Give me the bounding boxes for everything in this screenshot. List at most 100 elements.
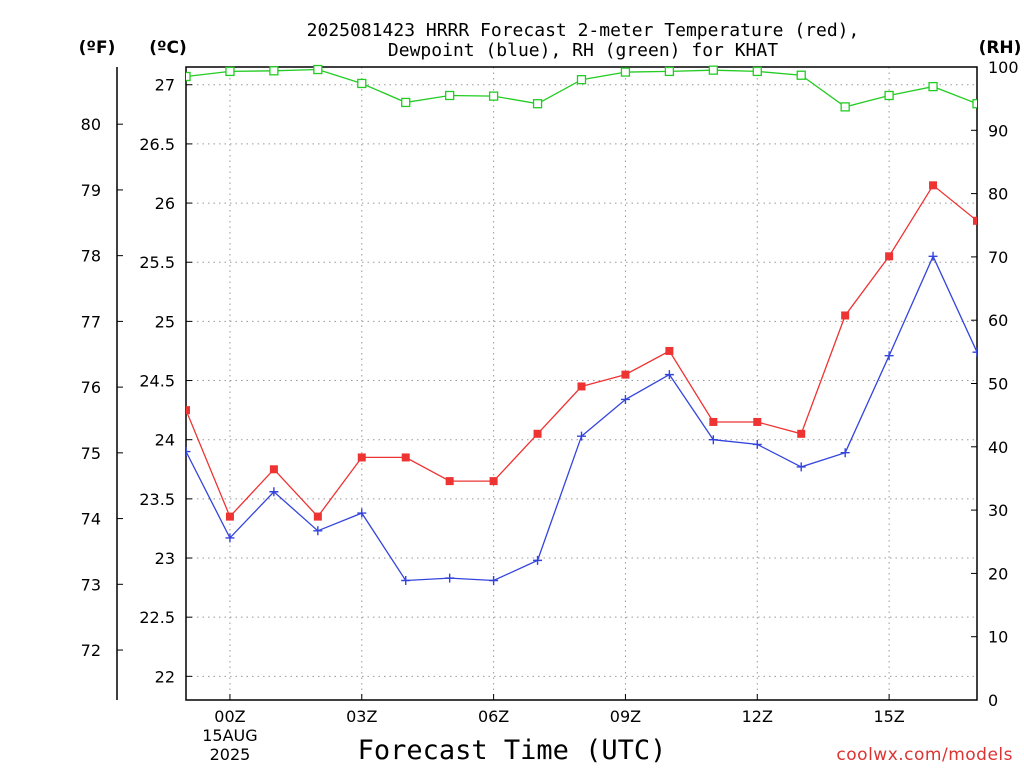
rh-tick-label: 30 (988, 501, 1008, 520)
rh-point (620, 67, 631, 77)
rh-point (488, 91, 499, 101)
rh-point (313, 64, 323, 75)
x-tick-label: 15Z (873, 707, 904, 726)
temperature-point (709, 417, 718, 426)
rh-tick-label: 70 (988, 248, 1008, 267)
x-tick-year-label: 2025 (210, 745, 251, 764)
rh-unit-label: (RH) (979, 38, 1022, 58)
rh-tick-label: 10 (988, 628, 1008, 647)
dewpoint-point (401, 575, 411, 585)
temperature-line (186, 184, 977, 518)
rh-point (664, 66, 675, 77)
temperature-point (797, 429, 806, 438)
x-tick-label: 09Z (610, 707, 641, 726)
dewpoint-point (620, 394, 630, 404)
dewpoint-point (533, 555, 543, 565)
temperature-point (445, 477, 454, 486)
temperature-point (357, 453, 366, 462)
rh-tick-label: 0 (988, 691, 998, 710)
dewpoint-point (269, 487, 279, 497)
rh-tick-label: 40 (988, 438, 1008, 457)
rh-point (928, 81, 938, 92)
temperature-point (533, 429, 542, 438)
temperature-point (401, 453, 410, 462)
celsius-tick-label: 23 (155, 549, 175, 568)
rh-point (401, 97, 411, 108)
dewpoint-point (186, 447, 191, 457)
dewpoint-point (577, 431, 586, 441)
celsius-tick-label: 24.5 (139, 372, 175, 391)
dewpoint-point (796, 462, 806, 472)
fahrenheit-tick-label: 78 (81, 247, 101, 266)
temperature-point (753, 417, 762, 426)
grid-lines (186, 67, 977, 700)
celsius-tick-label: 22.5 (139, 608, 175, 627)
celsius-tick-label: 26 (155, 194, 175, 213)
axes (116, 66, 978, 701)
rh-point (752, 66, 762, 77)
x-tick-label: 00Z (214, 707, 245, 726)
dewpoint-point (708, 435, 718, 445)
fahrenheit-tick-label: 76 (81, 378, 101, 397)
tick-labels: 22 22.5 23 23.5 24 24.5 25 25.5 26 26.5 27 72 73 74 75… (81, 58, 1019, 764)
dewpoint-point (225, 533, 235, 543)
rh-point (884, 90, 894, 101)
dewpoint-point (313, 526, 323, 536)
temperature-point (269, 465, 278, 474)
dewpoint-point (884, 351, 894, 361)
rh-tick-label: 60 (988, 311, 1008, 330)
rh-point (225, 66, 235, 77)
fahrenheit-tick-label: 75 (81, 444, 101, 463)
rh-tick-label: 20 (988, 564, 1008, 583)
celsius-tick-label: 22 (155, 667, 175, 686)
rh-point (840, 102, 850, 112)
series-group (186, 64, 977, 585)
rh-tick-label: 50 (988, 375, 1008, 394)
x-tick-label: 06Z (478, 707, 509, 726)
dewpoint-point (357, 508, 367, 518)
watermark: coolwx.com/models (836, 745, 1013, 765)
fahrenheit-tick-label: 73 (81, 575, 101, 594)
rh-tick-label: 80 (988, 185, 1008, 204)
fahrenheit-tick-label: 79 (81, 181, 101, 200)
temperature-point (313, 512, 322, 521)
x-tick-date-label: 15AUG (202, 726, 257, 745)
rh-point (708, 65, 718, 75)
dewpoint-point (752, 439, 762, 449)
fahrenheit-tick-label: 74 (81, 510, 101, 529)
rh-tick-label: 100 (988, 58, 1019, 77)
celsius-tick-label: 25 (155, 312, 175, 331)
dewpoint-point (664, 370, 674, 380)
fahrenheit-tick-label: 80 (81, 115, 101, 134)
fahrenheit-unit-label: (ºF) (79, 38, 116, 58)
x-tick-label: 12Z (742, 707, 773, 726)
rh-tick-label: 90 (988, 121, 1008, 140)
celsius-tick-label: 26.5 (139, 135, 175, 154)
celsius-tick-label: 23.5 (139, 490, 175, 509)
x-tick-label: 03Z (346, 707, 377, 726)
dewpoint-line (186, 254, 977, 582)
rh-point (576, 75, 587, 85)
rh-point (357, 78, 367, 89)
temperature-point (489, 477, 498, 486)
temperature-point (577, 382, 586, 391)
rh-point (532, 99, 543, 109)
temperature-point (841, 311, 850, 320)
rh-point (972, 99, 977, 109)
celsius-tick-label: 24 (155, 431, 175, 450)
temperature-point (621, 370, 630, 379)
rh-point (269, 66, 279, 76)
dewpoint-point (489, 575, 499, 585)
temperature-point (929, 181, 938, 190)
temperature-point (665, 346, 674, 355)
fahrenheit-tick-label: 77 (81, 312, 101, 331)
dewpoint-point (840, 448, 850, 458)
dewpoint-point (445, 573, 455, 583)
fahrenheit-tick-label: 72 (81, 641, 101, 660)
chart-title-line-1: 2025081423 HRRR Forecast 2-meter Tempera… (307, 20, 860, 41)
chart-title-line-2: Dewpoint (blue), RH (green) for KHAT (388, 40, 778, 61)
temperature-point (885, 252, 894, 261)
temperature-point (225, 512, 234, 521)
dewpoint-point (972, 347, 977, 357)
